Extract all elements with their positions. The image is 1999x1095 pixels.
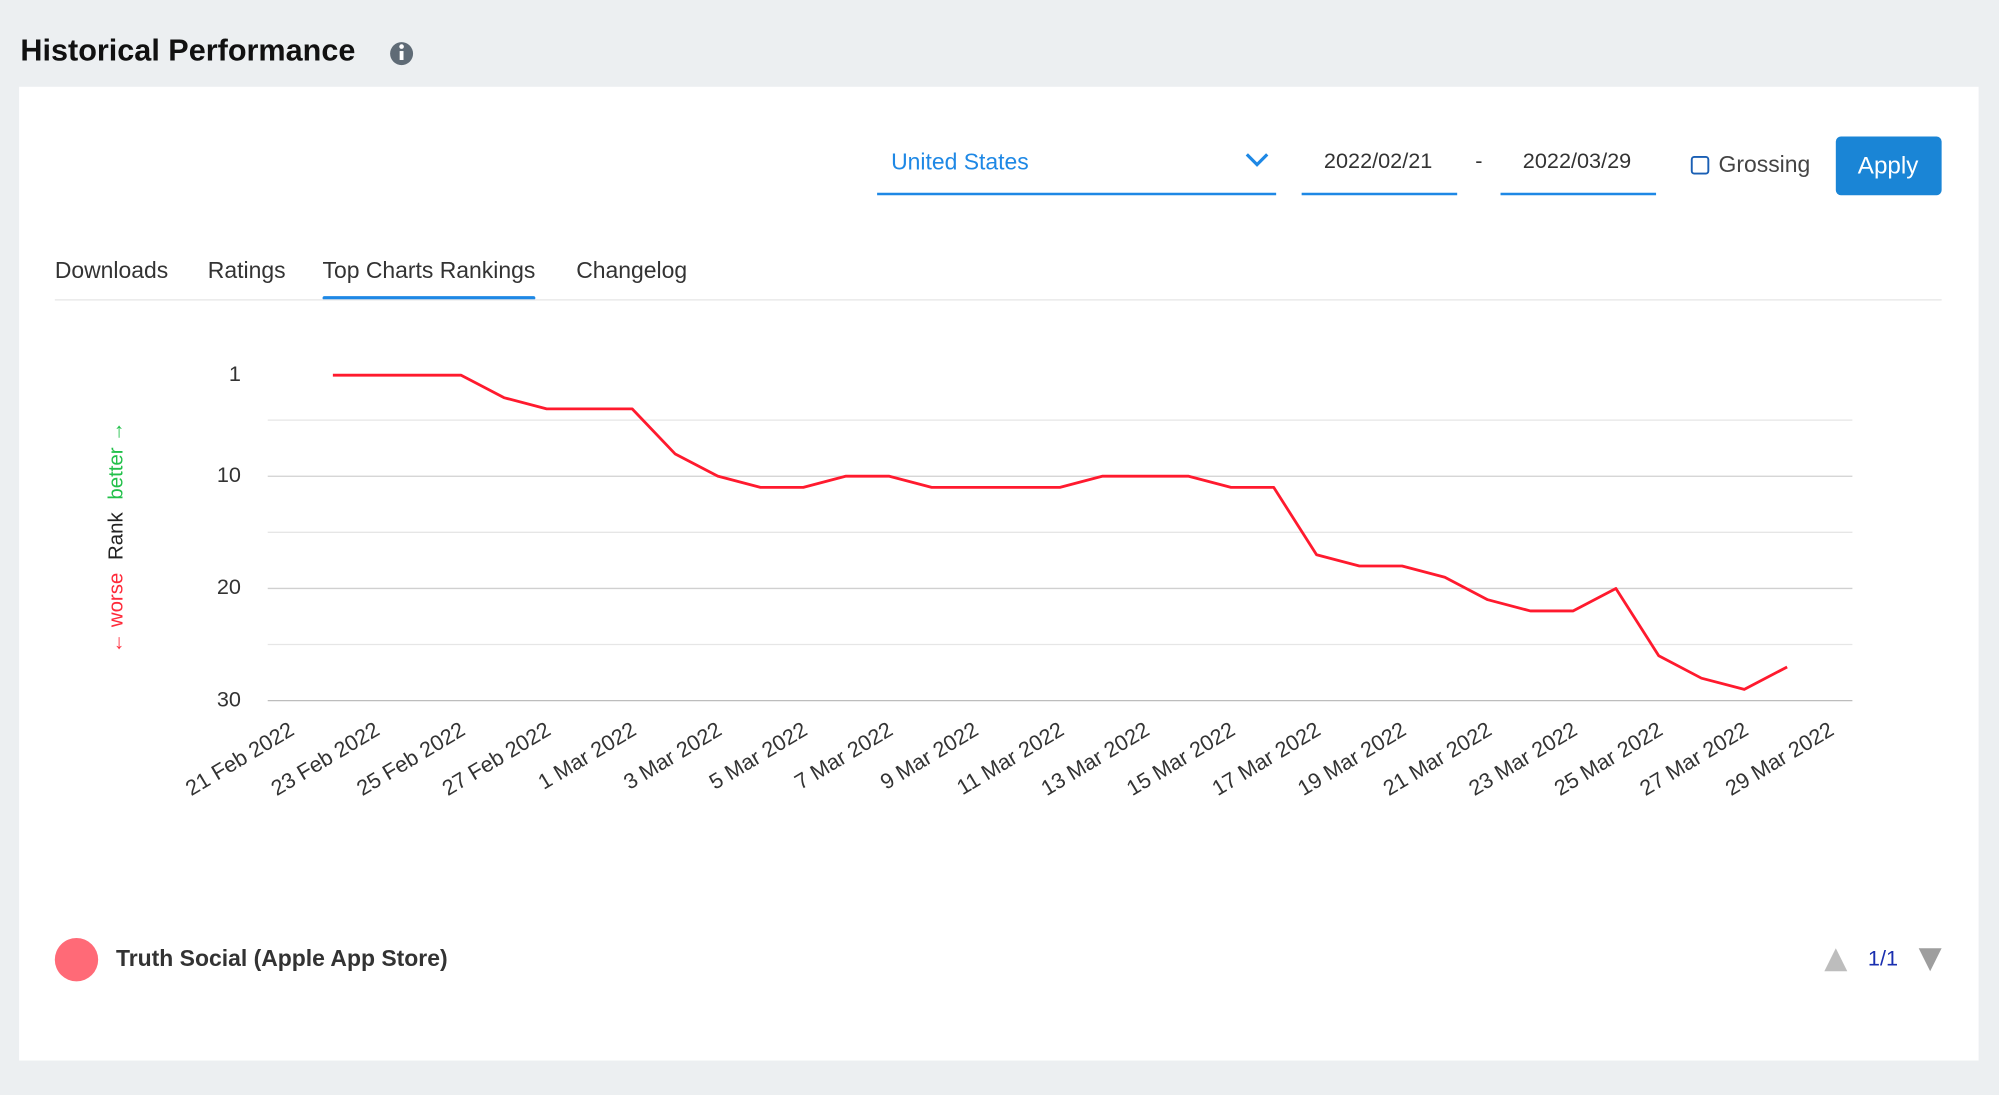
y-axis-title: ← worse Rank better →	[106, 421, 128, 653]
date-separator: -	[1475, 148, 1482, 173]
tab[interactable]: Top Charts Rankings	[323, 257, 536, 283]
active-tab-indicator	[322, 296, 536, 300]
legend: Truth Social (Apple App Store)	[54, 938, 448, 982]
tab[interactable]: Changelog	[576, 257, 687, 283]
page-up[interactable]	[1824, 948, 1848, 972]
tab[interactable]: Ratings	[208, 257, 286, 283]
y-tick-label: 30	[217, 686, 241, 711]
end-date-input[interactable]: 2022/03/29	[1500, 148, 1657, 196]
info-icon[interactable]	[390, 42, 414, 66]
y-label-better: better →	[106, 421, 128, 499]
chevron	[1245, 153, 1269, 167]
tabs: Downloads Ratings Top Charts Rankings Chang…	[55, 257, 687, 300]
y-tick-label: 20	[217, 574, 241, 599]
legend-label[interactable]: Truth Social (Apple App Store)	[116, 945, 448, 971]
grossing-checkbox[interactable]: Grossing	[1690, 151, 1811, 177]
checkbox-label: Grossing	[1719, 151, 1811, 177]
start-date-input[interactable]: 2022/02/21	[1301, 148, 1458, 196]
page-down[interactable]	[1918, 948, 1942, 972]
legend-swatch[interactable]	[54, 938, 99, 982]
y-label-worse: ← worse	[106, 573, 128, 653]
end-date: 2022/03/29	[1523, 148, 1631, 173]
y-tick-label: 10	[217, 462, 241, 487]
country-select[interactable]: United States	[877, 148, 1277, 196]
apply-button[interactable]: Apply	[1835, 136, 1942, 196]
button-label: Apply	[1858, 153, 1919, 180]
start-date: 2022/02/21	[1324, 148, 1432, 173]
series-line	[332, 373, 1788, 691]
checkbox	[1690, 156, 1710, 175]
y-label-rank: Rank	[106, 512, 128, 560]
tab[interactable]: Downloads	[55, 257, 168, 283]
country: United States	[891, 148, 1029, 174]
y-tick-label: 1	[229, 361, 241, 386]
pagination: 1/1	[1824, 945, 1942, 972]
panel	[19, 86, 1979, 1061]
section-title: Historical Performance	[20, 33, 355, 67]
page-indicator: 1/1	[1868, 945, 1898, 970]
